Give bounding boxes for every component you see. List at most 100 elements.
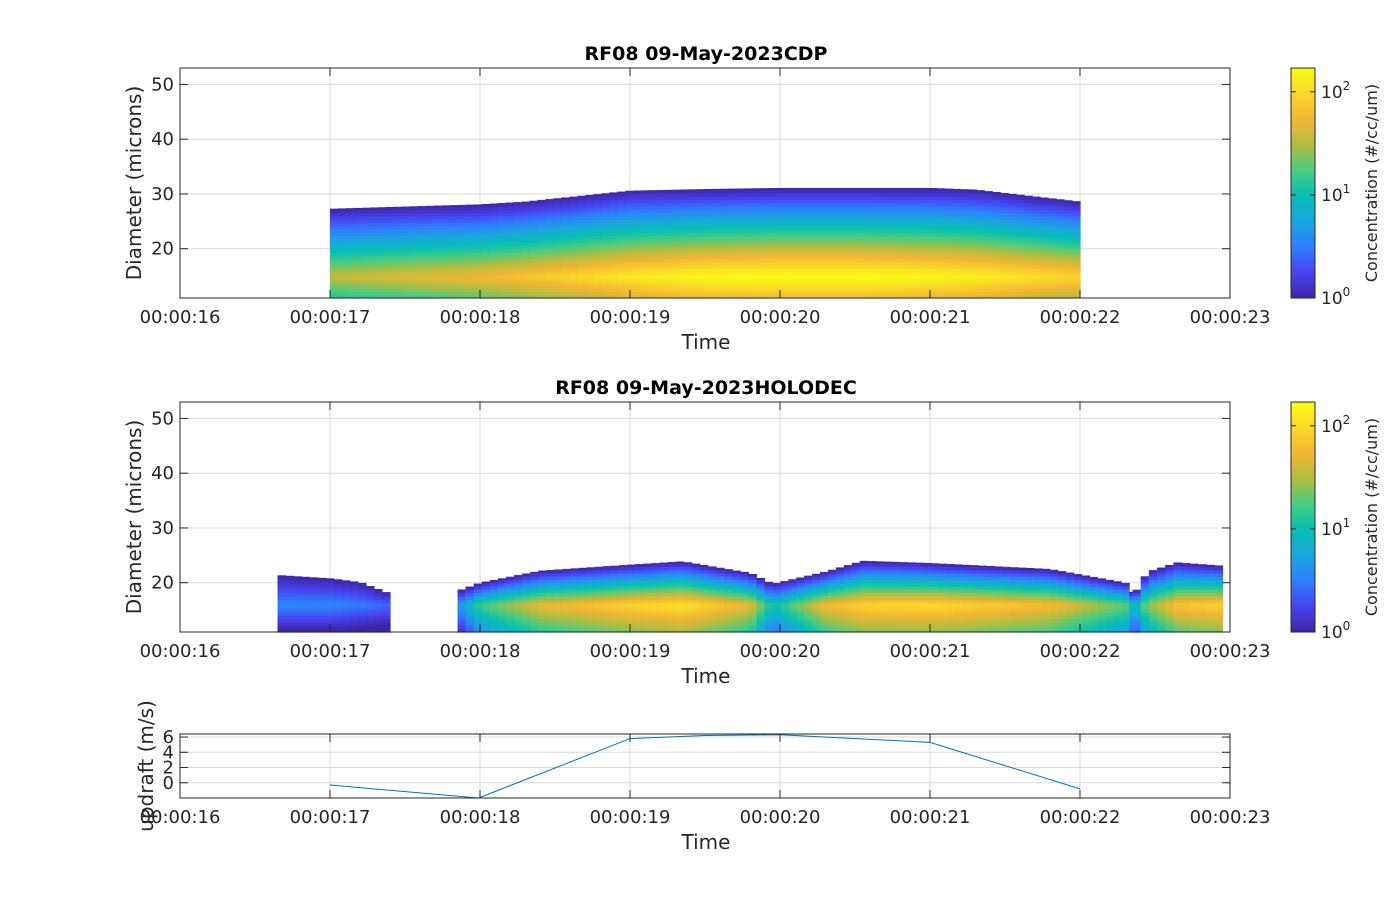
heatmap-cell xyxy=(820,628,829,633)
heatmap-cell xyxy=(808,284,818,289)
heatmap-cell xyxy=(1148,605,1158,610)
heatmap-cell xyxy=(705,255,714,260)
heatmap-cell xyxy=(760,212,770,217)
heatmap-cell xyxy=(649,209,658,214)
heatmap-cell xyxy=(651,586,661,590)
heatmap-cell xyxy=(381,595,391,600)
heatmap-cell xyxy=(675,628,685,633)
heatmap-cell xyxy=(768,229,778,233)
heatmap-cell xyxy=(309,625,319,630)
heatmap-cell xyxy=(1056,255,1065,260)
heatmap-cell xyxy=(864,187,874,191)
heatmap-cell xyxy=(796,622,805,627)
heatmap-cell xyxy=(928,199,937,204)
heatmap-cell xyxy=(715,595,725,600)
heatmap-cell xyxy=(954,576,964,581)
heatmap-cell xyxy=(1018,576,1027,581)
heatmap-cell xyxy=(569,271,578,276)
heatmap-cell xyxy=(393,212,403,217)
heatmap-cell xyxy=(489,232,499,237)
heatmap-cell xyxy=(960,235,969,240)
heatmap-cell xyxy=(481,294,491,299)
heatmap-cell xyxy=(760,235,770,240)
heatmap-cell xyxy=(1016,268,1025,273)
heatmap-cell xyxy=(673,222,682,227)
holodec-panel: RF08 09-May-2023HOLODEC 00:00:16 00:00:17… xyxy=(122,377,1381,688)
heatmap-cell xyxy=(481,225,491,230)
heatmap-cell xyxy=(827,582,837,587)
heatmap-cell xyxy=(960,288,969,293)
heatmap-cell xyxy=(930,602,940,607)
heatmap-cell xyxy=(627,582,636,587)
heatmap-cell xyxy=(1000,255,1009,260)
heatmap-cell xyxy=(936,232,945,237)
heatmap-cell xyxy=(417,248,427,253)
heatmap-cell xyxy=(928,192,937,197)
heatmap-cell xyxy=(481,252,491,256)
heatmap-cell xyxy=(601,284,610,289)
heatmap-cell xyxy=(812,589,821,594)
heatmap-cell xyxy=(497,212,507,217)
heatmap-cell xyxy=(417,206,427,210)
heatmap-cell xyxy=(569,235,578,240)
heatmap-cell xyxy=(569,261,578,266)
heatmap-cell xyxy=(675,622,685,627)
heatmap-cell xyxy=(976,268,985,273)
heatmap-cell xyxy=(820,595,829,600)
heatmap-cell xyxy=(529,225,539,230)
heatmap-cell xyxy=(1033,612,1043,617)
heatmap-cell xyxy=(1113,602,1122,607)
heatmap-cell xyxy=(489,586,499,590)
heatmap-cell xyxy=(1073,615,1083,620)
heatmap-cell xyxy=(529,209,539,214)
heatmap-cell xyxy=(1072,288,1081,293)
heatmap-cell xyxy=(293,618,303,623)
heatmap-cell xyxy=(720,278,730,283)
heatmap-cell xyxy=(944,248,953,253)
heatmap-cell xyxy=(409,215,419,220)
heatmap-cell xyxy=(740,572,749,577)
heatmap-cell xyxy=(522,618,531,623)
heatmap-cell xyxy=(330,208,339,210)
heatmap-cell xyxy=(489,625,499,630)
heatmap-cell xyxy=(577,294,586,299)
heatmap-cell xyxy=(317,605,327,610)
heatmap-cell xyxy=(285,582,295,587)
heatmap-cell xyxy=(337,222,347,227)
heatmap-cell xyxy=(649,271,658,276)
heatmap-cell xyxy=(800,238,810,243)
heatmap-cell xyxy=(1140,595,1150,600)
heatmap-cell xyxy=(946,628,956,633)
heatmap-cell xyxy=(776,209,786,214)
heatmap-cell xyxy=(724,628,733,633)
heatmap-cell xyxy=(804,589,813,594)
heatmap-cell xyxy=(1073,612,1083,617)
heatmap-cell xyxy=(764,582,774,587)
heatmap-cell xyxy=(681,281,690,286)
heatmap-cell xyxy=(689,261,698,266)
heatmap-cell xyxy=(643,592,652,597)
heatmap-cell xyxy=(505,202,515,204)
heatmap-cell xyxy=(835,609,845,613)
heatmap-cell xyxy=(891,572,900,577)
heatmap-cell xyxy=(986,586,995,590)
heatmap-cell xyxy=(341,625,351,630)
heatmap-cell xyxy=(441,278,451,283)
heatmap-cell xyxy=(864,206,874,210)
heatmap-cell xyxy=(928,248,937,253)
heatmap-cell xyxy=(970,628,980,633)
heatmap-cell xyxy=(724,569,733,574)
heatmap-cell xyxy=(513,294,523,299)
heatmap-cell xyxy=(976,212,985,217)
heatmap-cell xyxy=(545,252,555,256)
heatmap-cell xyxy=(691,572,701,577)
heatmap-cell xyxy=(864,271,874,276)
heatmap-cell xyxy=(891,586,900,590)
heatmap-cell xyxy=(840,242,850,247)
heatmap-cell xyxy=(617,209,626,214)
heatmap-cell xyxy=(433,242,443,247)
heatmap-cell xyxy=(369,219,379,224)
heatmap-cell xyxy=(697,225,706,230)
heatmap-cell xyxy=(578,572,588,577)
heatmap-cell xyxy=(800,288,810,293)
